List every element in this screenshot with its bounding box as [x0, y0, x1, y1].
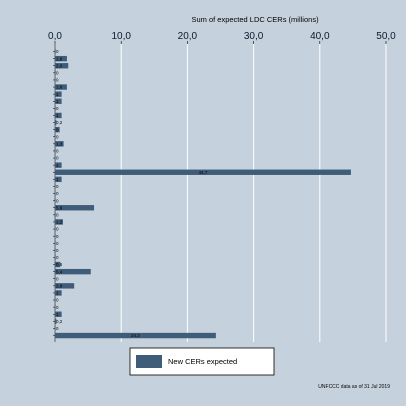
tick-label: 0,0 — [48, 31, 62, 42]
bar — [55, 276, 56, 282]
tick-label: 40,0 — [310, 31, 330, 42]
bar — [55, 226, 56, 232]
bar — [55, 70, 56, 76]
bar — [55, 91, 62, 97]
bar — [55, 183, 56, 190]
data-label: 0 — [56, 212, 59, 217]
data-label: 0 — [56, 248, 59, 253]
data-label: 0 — [56, 78, 59, 83]
chart-title: Sum of expected LDC CERs (millions) — [191, 15, 319, 24]
bar — [55, 126, 60, 133]
bar — [55, 155, 56, 161]
bar — [55, 219, 63, 225]
data-label: 24,3 — [131, 333, 140, 338]
data-label: 1 — [56, 113, 59, 118]
bar — [55, 105, 56, 112]
legend-swatch — [136, 355, 162, 368]
bar — [55, 77, 56, 83]
data-label: 1,3 — [56, 141, 63, 146]
bar — [55, 141, 64, 147]
bar — [55, 311, 62, 317]
data-label: 0 — [56, 106, 59, 111]
tick-label: 10,0 — [111, 31, 131, 42]
bar — [55, 240, 56, 246]
bar — [55, 162, 62, 168]
data-label: 0 — [56, 305, 59, 310]
bar — [55, 148, 56, 154]
data-label: 1 — [56, 99, 59, 104]
bar — [55, 261, 61, 268]
tick-label: 20,0 — [178, 31, 198, 42]
bar — [55, 283, 75, 289]
data-label: 0 — [56, 184, 59, 189]
bar — [55, 48, 56, 55]
bar — [55, 304, 56, 310]
data-label: 1 — [56, 291, 59, 296]
bar — [55, 197, 56, 204]
data-label: 0 — [56, 70, 59, 75]
bar — [55, 297, 56, 303]
category-labels — [53, 51, 55, 336]
data-label: 0 — [56, 134, 59, 139]
bar — [55, 190, 56, 197]
data-label: 0 — [56, 326, 59, 331]
data-labels: 0 1,8 2,0 0 0 1,8 1 1 0 1 0,2 0 0 1,3 0 0 1 44,7 1 0 0 0 5,9 0 1… — [56, 49, 208, 338]
bar — [55, 134, 56, 140]
data-label: 0 — [56, 127, 59, 132]
footnote: UNFCCC data as of 31 Jul 2019 — [318, 384, 390, 390]
bar — [55, 254, 56, 261]
data-label: 0 — [56, 227, 59, 232]
tick-label: 30,0 — [244, 31, 264, 42]
bar — [55, 205, 95, 211]
data-label: 1,8 — [56, 85, 63, 90]
data-label: 0 — [56, 241, 59, 246]
data-label: 1 — [56, 163, 59, 168]
data-label: 0 — [56, 276, 59, 281]
data-label: 0 — [56, 149, 59, 154]
data-label: 2,0 — [56, 63, 63, 68]
bar — [55, 55, 67, 62]
data-label: 0 — [56, 234, 59, 239]
bar — [55, 112, 62, 119]
bar — [55, 176, 62, 183]
data-label: 1,2 — [56, 220, 63, 225]
bar — [55, 169, 351, 175]
bar — [55, 98, 62, 104]
bars — [55, 48, 351, 339]
plot-area — [30, 44, 400, 344]
bar — [55, 247, 56, 254]
data-label: 5,4 — [56, 269, 63, 274]
bar — [55, 290, 62, 296]
data-label: 0 — [56, 49, 59, 54]
data-label: 1 — [56, 177, 59, 182]
data-label: 1,8 — [56, 56, 63, 61]
data-label: 1 — [56, 312, 59, 317]
data-label: 0 — [56, 156, 59, 161]
bar — [55, 84, 67, 90]
tick-label: 50,0 — [376, 31, 396, 42]
data-label: 0 — [56, 198, 59, 203]
data-label: 0,8 — [56, 262, 63, 267]
bar — [55, 63, 69, 69]
data-label: 0 — [56, 298, 59, 303]
data-label: 1 — [56, 92, 59, 97]
data-label: 5,9 — [56, 205, 63, 210]
bar — [55, 212, 56, 218]
bar — [55, 318, 57, 325]
bar — [55, 325, 56, 332]
data-label: 2,9 — [56, 283, 63, 288]
bar — [55, 332, 216, 339]
data-label: 44,7 — [199, 170, 208, 175]
bar — [55, 268, 91, 275]
data-label: 0,2 — [56, 319, 63, 324]
legend-label: New CERs expected — [168, 357, 237, 366]
data-label: 0 — [56, 255, 59, 260]
bar — [55, 119, 57, 126]
bar — [55, 233, 56, 239]
data-label: 0 — [56, 191, 59, 196]
tick-labels: 0,0 10,0 20,0 30,0 40,0 50,0 — [48, 31, 396, 44]
data-label: 0,2 — [56, 120, 63, 125]
